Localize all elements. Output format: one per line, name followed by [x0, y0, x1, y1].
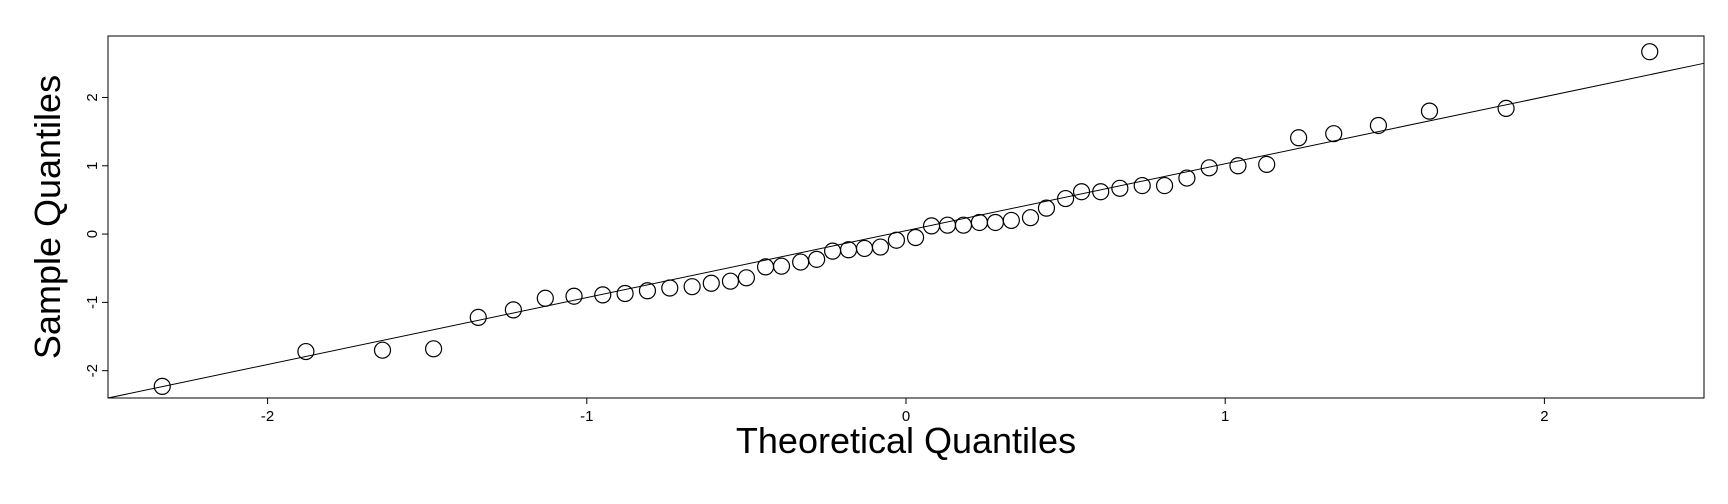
data-point — [1641, 43, 1659, 61]
data-point — [1133, 176, 1151, 195]
points-layer — [153, 43, 1659, 395]
data-point — [808, 250, 826, 268]
data-point — [1258, 155, 1276, 174]
y-tick-label: 2 — [84, 93, 101, 101]
data-point — [855, 239, 874, 258]
data-point — [297, 342, 315, 361]
data-point — [1229, 157, 1247, 175]
data-point — [772, 257, 791, 275]
x-tick-label: 1 — [1221, 408, 1229, 425]
reference-line-layer — [107, 62, 1705, 399]
data-point — [424, 340, 443, 358]
y-tick-label: -2 — [84, 364, 101, 377]
data-point — [954, 216, 973, 234]
data-point — [986, 213, 1004, 232]
data-point — [871, 238, 890, 256]
x-tick-label: -1 — [580, 408, 593, 425]
data-point — [702, 274, 720, 292]
data-point — [153, 377, 171, 395]
data-point — [737, 269, 756, 287]
reference-line — [107, 62, 1705, 399]
data-point — [565, 287, 583, 305]
y-axis-title: Sample Quantiles — [27, 75, 68, 359]
data-point — [906, 228, 925, 247]
data-point — [661, 279, 679, 297]
data-point — [1111, 179, 1129, 197]
y-tick-label: 0 — [84, 230, 101, 238]
data-point — [373, 341, 392, 359]
data-point — [1056, 189, 1075, 208]
data-point — [1290, 129, 1308, 147]
data-point — [839, 241, 858, 259]
data-point — [1002, 211, 1020, 230]
data-point — [616, 284, 634, 303]
y-tick-label: -1 — [84, 296, 101, 309]
plot-frame — [107, 35, 1705, 399]
x-tick-label: 2 — [1540, 408, 1548, 425]
data-point — [504, 301, 522, 319]
data-point — [1021, 209, 1040, 227]
data-point — [970, 213, 989, 232]
data-point — [922, 217, 941, 235]
data-point — [683, 278, 701, 296]
data-point — [938, 216, 957, 234]
data-point — [638, 282, 657, 300]
data-point — [792, 253, 810, 271]
data-point — [721, 272, 740, 290]
data-point — [1037, 199, 1056, 217]
data-point — [756, 258, 775, 276]
x-tick-label: -2 — [261, 408, 274, 425]
data-point — [1092, 183, 1110, 201]
data-point — [1497, 99, 1515, 118]
data-point — [1325, 125, 1343, 143]
data-point — [887, 231, 906, 249]
data-point — [1420, 102, 1439, 120]
x-axis: -2 -1 0 1 2 — [261, 398, 1549, 425]
data-point — [1155, 176, 1174, 195]
y-axis: -2 -1 0 1 2 — [84, 93, 108, 377]
x-axis-title: Theoretical Quantiles — [736, 420, 1076, 461]
data-point — [1200, 159, 1218, 177]
data-point — [1072, 183, 1091, 201]
data-point — [1178, 169, 1196, 187]
data-point — [536, 289, 554, 307]
data-point — [594, 286, 612, 304]
y-tick-label: 1 — [84, 162, 101, 170]
data-point — [1369, 116, 1388, 135]
x-tick-label: 0 — [902, 408, 910, 425]
data-point — [469, 308, 487, 327]
